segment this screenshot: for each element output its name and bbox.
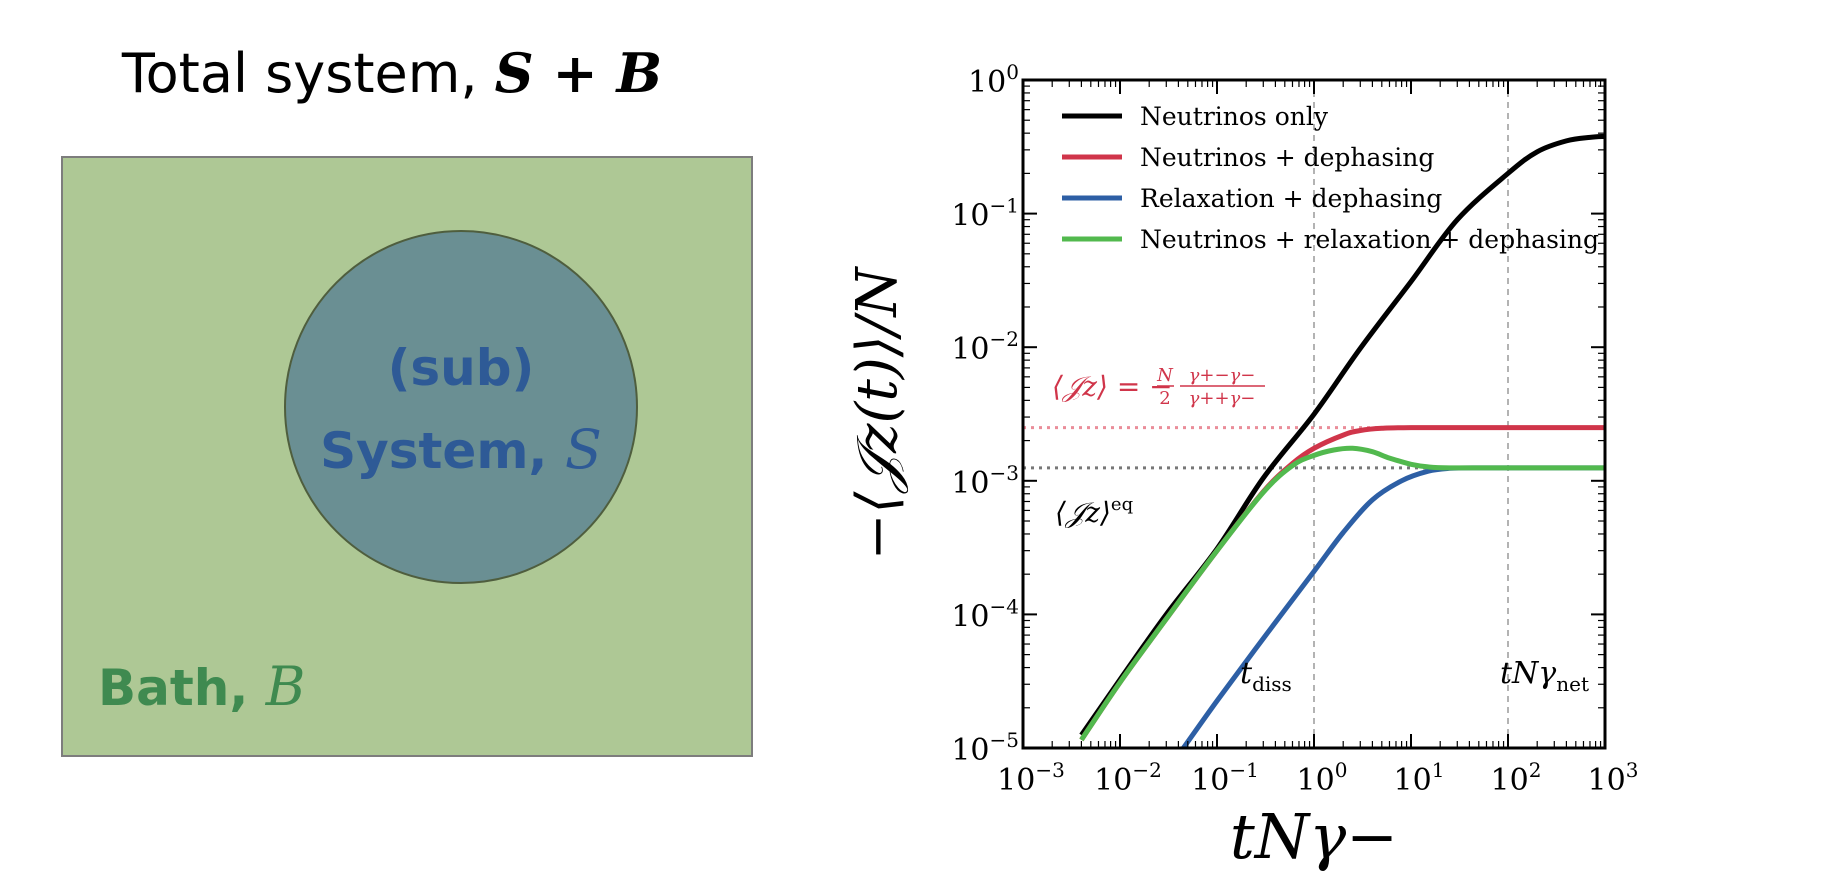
annotation-t-net: tNγnet (1500, 656, 1589, 696)
y-tick-label: 10−3 (951, 461, 1019, 501)
subsystem-label-line1: (sub) (388, 339, 535, 397)
legend-label-2: Relaxation + dephasing (1140, 184, 1442, 213)
x-tick-label: 103 (1588, 758, 1639, 798)
subsystem-circle (284, 230, 638, 584)
svg-text:⟨𝒥z⟩ = −: ⟨𝒥z⟩ = − (1052, 370, 1173, 403)
series-line-0 (1079, 133, 1605, 737)
diagram-title: Total system, S + B (121, 41, 662, 105)
axis-ticks (1022, 79, 1606, 749)
legend-label-1: Neutrinos + dephasing (1140, 143, 1434, 172)
series-line-1 (1079, 425, 1605, 742)
annotation-t-diss: tdiss (1240, 656, 1292, 696)
x-axis-label: tNγ− (1230, 800, 1398, 873)
axis-tick-labels: 10−3 10−2 10−1 100 101 102 103 10−5 10−4 10−3 10−2… (951, 60, 1638, 798)
y-tick-label: 10−1 (951, 194, 1019, 234)
bath-label: Bath, B (98, 655, 305, 718)
svg-text:γ++γ−: γ++γ− (1189, 388, 1256, 409)
x-tick-label: 10−2 (1094, 758, 1162, 798)
x-tick-label: 102 (1491, 758, 1542, 798)
x-tick-label: 100 (1297, 758, 1348, 798)
annotation-red-formula: ⟨𝒥z⟩ = − N 2 γ+−γ− γ++γ− (1052, 365, 1265, 409)
legend-label-0: Neutrinos only (1140, 102, 1329, 131)
y-tick-label: 10−2 (951, 327, 1019, 367)
series-lines (1079, 133, 1605, 748)
x-tick-label: 10−3 (997, 758, 1065, 798)
x-tick-label: 10−1 (1191, 758, 1259, 798)
y-tick-label: 10−4 (951, 594, 1019, 634)
y-axis-label: −⟨𝒥z(t)⟩/N (845, 266, 910, 561)
y-tick-label: 100 (968, 60, 1019, 100)
legend-label-3: Neutrinos + relaxation + dephasing (1140, 225, 1599, 254)
y-tick-label: 10−5 (951, 728, 1019, 768)
system-bath-diagram: Total system, S + B (sub) System, S Bath… (61, 41, 753, 757)
series-line-3 (1079, 445, 1605, 742)
svg-text:2: 2 (1159, 388, 1170, 409)
annotation-equilibrium: ⟨𝒥z⟩eq (1055, 494, 1133, 529)
svg-text:N: N (1156, 365, 1174, 386)
svg-text:γ+−γ−: γ+−γ− (1189, 365, 1256, 386)
log-log-chart: 10−3 10−2 10−1 100 101 102 103 10−5 10−4 10−3 10−2… (845, 60, 1638, 873)
legend: Neutrinos only Neutrinos + dephasing Relax… (1062, 102, 1599, 254)
x-tick-label: 101 (1394, 758, 1445, 798)
subsystem-label-line2: System, S (320, 418, 602, 481)
